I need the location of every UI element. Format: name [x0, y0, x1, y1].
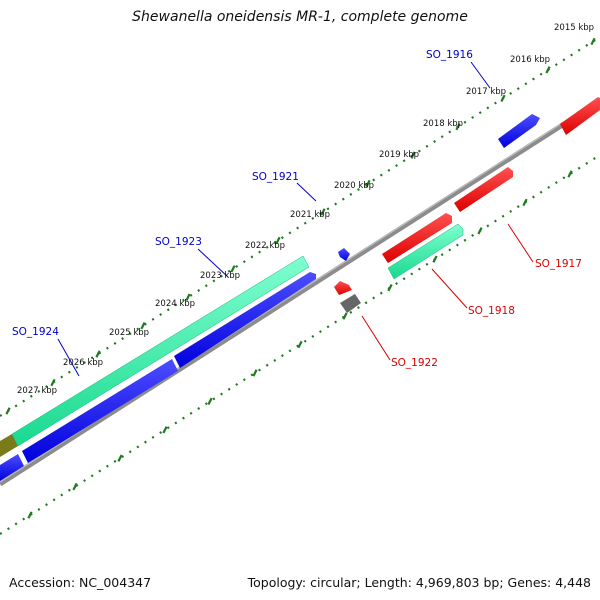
gene-so1918-cds[interactable] [382, 213, 452, 263]
ruler-label-2022: 2022 kbp [245, 241, 285, 251]
ruler-label-2017: 2017 kbp [466, 87, 506, 97]
accession-text: Accession: NC_004347 [9, 575, 152, 590]
gene-red-small[interactable] [334, 281, 352, 295]
gene-so1922-pseudo[interactable] [340, 294, 361, 313]
ruler-label-2018: 2018 kbp [423, 119, 463, 129]
gene-so1923-cds[interactable] [22, 359, 178, 463]
ruler-major-ticks [5, 37, 596, 519]
leader-so1918 [431, 268, 468, 309]
ruler-label-2024: 2024 kbp [155, 299, 195, 309]
ruler-major-tick [432, 255, 438, 263]
gene-label-so1922[interactable]: SO_1922 [391, 357, 438, 369]
gene-label-so1923[interactable]: SO_1923 [155, 236, 202, 248]
ruler-major-tick [342, 312, 348, 320]
ruler-labels: 2015 kbp 2016 kbp 2017 kbp 2018 kbp 2019… [17, 23, 594, 396]
gene-label-so1917[interactable]: SO_1917 [535, 258, 582, 270]
leader-so1921 [296, 182, 317, 202]
label-leaders [57, 61, 534, 377]
gene-so1924-rna[interactable] [11, 255, 310, 447]
ruler-major-tick [545, 66, 551, 74]
ruler-major-tick [207, 397, 213, 406]
reverse-strand-genes [334, 97, 600, 295]
ruler-label-2019: 2019 kbp [379, 150, 419, 160]
forward-strand-genes [0, 114, 540, 481]
ruler-major-tick [567, 170, 573, 178]
gene-red-top-right[interactable] [560, 97, 600, 135]
gene-so1917-cds[interactable] [454, 167, 513, 212]
gene-so1916-cds[interactable] [498, 114, 540, 148]
ruler-major-tick [117, 454, 123, 462]
ruler-label-2026: 2026 kbp [63, 358, 103, 368]
ruler-major-tick [230, 265, 236, 273]
ruler-major-tick [50, 378, 56, 387]
inner-ruler-track [0, 154, 600, 535]
leader-so1922 [361, 315, 391, 361]
ruler-label-2025: 2025 kbp [109, 328, 149, 338]
ruler-major-tick [320, 208, 326, 216]
gene-label-so1921[interactable]: SO_1921 [252, 171, 299, 183]
ruler-major-tick [140, 321, 146, 330]
ruler-label-2015: 2015 kbp [554, 23, 594, 33]
ruler-major-tick [522, 198, 528, 207]
ruler-major-tick [252, 369, 258, 377]
ruler-major-tick [500, 94, 506, 102]
ruler-label-2016: 2016 kbp [510, 55, 550, 65]
ruler-major-tick [590, 37, 596, 46]
ruler-major-tick [387, 283, 393, 292]
gene-olive-segment[interactable] [0, 434, 18, 457]
genome-backbone [0, 98, 600, 487]
gene-label-so1924[interactable]: SO_1924 [12, 326, 59, 338]
ruler-major-tick [95, 350, 101, 358]
gene-label-so1918[interactable]: SO_1918 [468, 305, 515, 317]
gene-label-so1916[interactable]: SO_1916 [426, 49, 473, 61]
ruler-major-tick [365, 179, 371, 188]
ruler-label-2023: 2023 kbp [200, 271, 240, 281]
map-title: Shewanella oneidensis MR-1, complete gen… [132, 9, 468, 25]
ruler-major-tick [72, 482, 78, 491]
leader-so1924 [57, 338, 80, 377]
ruler-major-tick [162, 426, 168, 434]
leader-so1923 [197, 248, 229, 278]
gene-labels: SO_1916 SO_1921 SO_1923 SO_1924 SO_1917 … [12, 49, 582, 369]
outer-ruler-track [0, 36, 600, 417]
ruler-major-tick [477, 227, 483, 235]
ruler-major-tick [185, 293, 191, 301]
ruler-major-tick [455, 123, 461, 131]
gene-so1918-rna[interactable] [387, 223, 464, 280]
leader-so1916 [470, 61, 491, 89]
ruler-label-2027: 2027 kbp [17, 386, 57, 396]
leader-so1917 [507, 223, 534, 263]
ruler-label-2021: 2021 kbp [290, 210, 330, 220]
ruler-major-tick [297, 340, 303, 349]
gene-blue-left-edge[interactable] [0, 454, 24, 481]
genome-summary-text: Topology: circular; Length: 4,969,803 bp… [247, 575, 591, 590]
ruler-label-2020: 2020 kbp [334, 181, 374, 191]
gene-small-blue[interactable] [338, 248, 350, 261]
ruler-major-tick [275, 236, 281, 245]
ruler-major-tick [27, 511, 33, 519]
gene-so1921-cds[interactable] [174, 272, 316, 368]
ruler-major-tick [410, 151, 416, 159]
ruler-major-tick [5, 407, 11, 415]
